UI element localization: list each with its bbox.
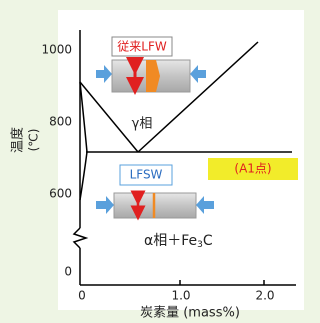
y-tick-label: 800: [49, 115, 72, 129]
y-axis-unit: (℃): [27, 129, 41, 152]
x-tick-label: 1.0: [171, 289, 190, 303]
x-axis-label: 炭素量 (mass%): [140, 306, 240, 321]
x-tick-label: 0: [78, 289, 86, 303]
a1-label: (A1点): [234, 162, 271, 176]
alpha-main: α相＋Fe: [144, 233, 197, 249]
conventional-label: 従来LFW: [117, 40, 167, 54]
alpha-label: α相＋Fe3C: [144, 233, 213, 250]
y-tick-label: 600: [49, 187, 72, 201]
x-tick-label: 2.0: [255, 289, 274, 303]
lfsw-label: LFSW: [130, 168, 163, 182]
y-tick-label: 0: [64, 265, 72, 279]
y-axis-label: 温度: [10, 127, 26, 153]
diagram: 1000 800 600 0 0 1.0 2.0 炭素量 (mass%) 温度 …: [0, 0, 310, 323]
alpha-end: C: [203, 233, 213, 249]
y-tick-label: 1000: [41, 43, 72, 57]
page: 1000 800 600 0 0 1.0 2.0 炭素量 (mass%) 温度 …: [0, 0, 310, 323]
gamma-label: γ相: [132, 117, 153, 132]
